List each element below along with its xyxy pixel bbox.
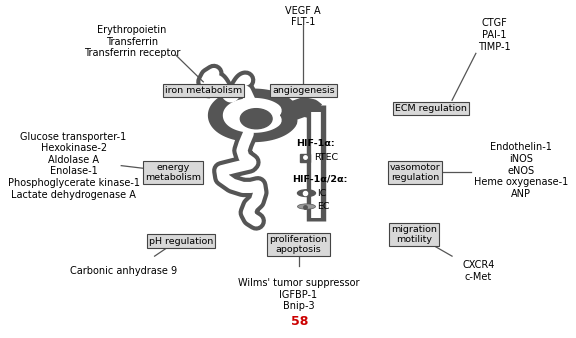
Ellipse shape — [297, 204, 316, 209]
Text: angiogenesis: angiogenesis — [272, 86, 335, 95]
Text: proliferation
apoptosis: proliferation apoptosis — [270, 235, 328, 254]
Text: RTEC: RTEC — [314, 153, 339, 162]
Text: migration
motility: migration motility — [391, 225, 437, 244]
Text: CTGF
PAI-1
TIMP-1: CTGF PAI-1 TIMP-1 — [478, 18, 511, 51]
Text: energy
metabolism: energy metabolism — [145, 163, 201, 182]
Text: vasomotor
regulation: vasomotor regulation — [389, 163, 441, 182]
Text: Erythropoietin
Transferrin
Transferrin receptor: Erythropoietin Transferrin Transferrin r… — [84, 25, 180, 58]
Text: ECM regulation: ECM regulation — [395, 104, 467, 113]
Text: Carbonic anhydrase 9: Carbonic anhydrase 9 — [70, 266, 177, 276]
Text: IC: IC — [317, 189, 327, 198]
Text: VEGF A
FLT-1: VEGF A FLT-1 — [285, 6, 321, 27]
Text: HIF-1α/2α:: HIF-1α/2α: — [292, 174, 347, 184]
Text: EC: EC — [317, 202, 330, 211]
Ellipse shape — [297, 190, 316, 196]
Circle shape — [240, 108, 272, 129]
Text: iron metabolism: iron metabolism — [165, 86, 242, 95]
Text: Wilms' tumor suppressor
IGFBP-1
Bnip-3: Wilms' tumor suppressor IGFBP-1 Bnip-3 — [238, 278, 359, 311]
Text: HIF-1α:: HIF-1α: — [296, 139, 335, 148]
Text: pH regulation: pH regulation — [149, 237, 213, 246]
FancyBboxPatch shape — [300, 154, 310, 162]
Text: Endothelin-1
iNOS
eNOS
Heme oxygenase-1
ANP: Endothelin-1 iNOS eNOS Heme oxygenase-1 … — [473, 143, 568, 199]
Text: 58: 58 — [291, 315, 309, 328]
Text: Glucose transporter-1
Hexokinase-2
Aldolase A
Enolase-1
Phosphoglycerate kinase-: Glucose transporter-1 Hexokinase-2 Aldol… — [7, 131, 139, 200]
Text: CXCR4
c-Met: CXCR4 c-Met — [463, 261, 495, 282]
